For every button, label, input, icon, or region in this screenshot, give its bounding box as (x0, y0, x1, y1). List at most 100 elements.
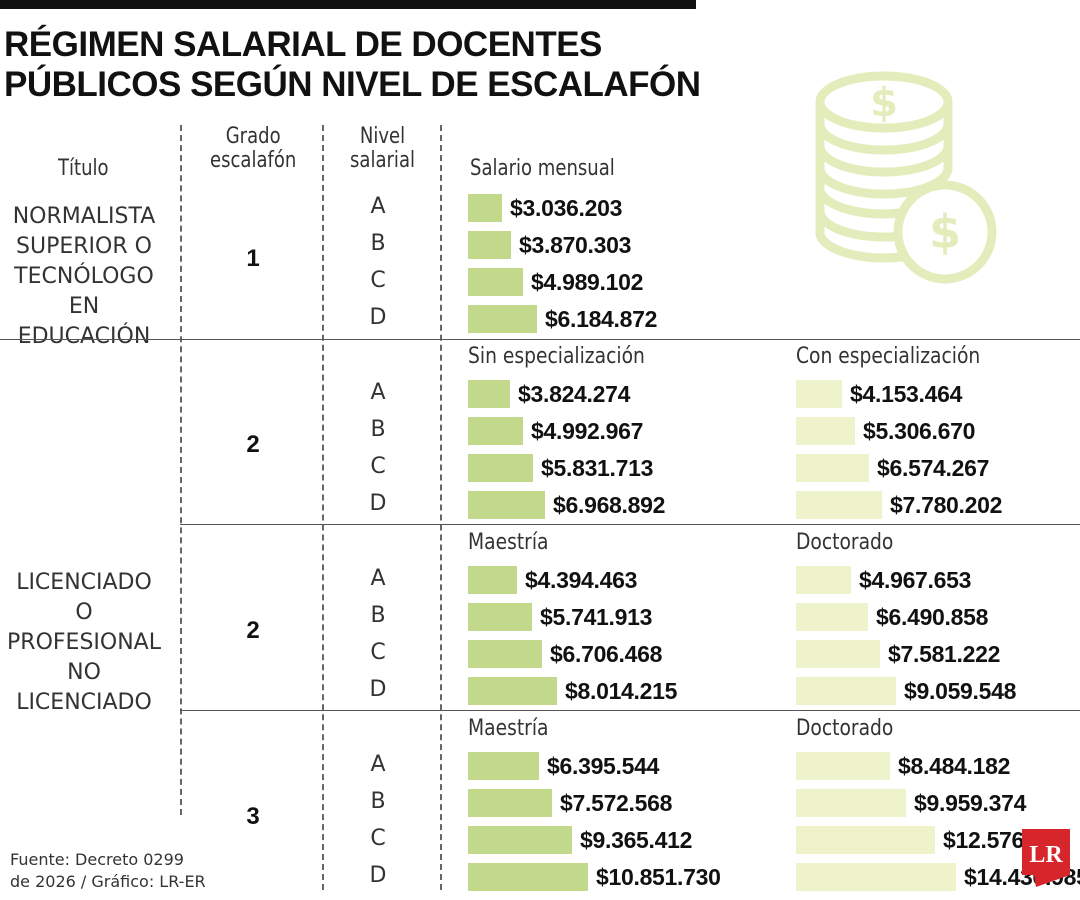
salary-value-label: $7.581.222 (888, 641, 1001, 667)
salary-value-label: $5.741.913 (540, 604, 653, 630)
lr-logo-icon: LR (1022, 829, 1070, 887)
salary-bar (468, 752, 539, 780)
nivel-label: A (370, 566, 386, 591)
salary-value-label: $4.394.463 (525, 567, 638, 593)
salary-bar (468, 491, 545, 519)
grado-value: 3 (246, 803, 260, 830)
series-label: Maestría (468, 530, 549, 555)
salary-value-label: $10.851.730 (596, 864, 721, 890)
svg-text:$: $ (929, 205, 961, 259)
divider-salario (440, 125, 442, 890)
salary-value-label: $7.780.202 (890, 492, 1003, 518)
salary-bar (468, 417, 523, 445)
salary-bar (468, 268, 523, 296)
source-note: Fuente: Decreto 0299 de 2026 / Gráfico: … (10, 850, 206, 891)
nivel-label: A (370, 752, 386, 777)
nivel-label: C (370, 268, 386, 293)
salary-value-label: $5.306.670 (863, 418, 976, 444)
series-label: Maestría (468, 716, 549, 741)
salary-bar (796, 640, 880, 668)
salary-bar (468, 231, 511, 259)
salary-value-label: $7.572.568 (560, 790, 673, 816)
logo-text: LR (1029, 842, 1063, 868)
series-label: Con especialización (796, 344, 981, 369)
salary-value-label: $3.870.303 (519, 232, 632, 258)
salary-value-label: $3.824.274 (518, 381, 631, 407)
salary-bar (796, 826, 935, 854)
salary-bar (468, 677, 557, 705)
nivel-label: D (369, 305, 387, 330)
salary-bar (796, 752, 890, 780)
header-grado: Grado escalafón (210, 124, 297, 173)
salary-value-label: $8.484.182 (898, 753, 1011, 779)
salary-value-label: $4.153.464 (850, 381, 963, 407)
salary-bar (468, 305, 537, 333)
header-nivel: Nivel salarial (350, 124, 416, 173)
divider-nivel (322, 125, 324, 890)
salary-bar (468, 789, 552, 817)
divider-grado (180, 125, 182, 815)
header-titulo: Título (58, 156, 109, 181)
salary-bar (468, 194, 502, 222)
coins-icon: $ $ (815, 71, 997, 284)
category-normalista: NORMALISTA SUPERIOR O TECNÓLOGO EN EDUCA… (12, 204, 156, 349)
nivel-label: B (370, 417, 386, 442)
nivel-label: C (370, 640, 386, 665)
category-licenciado: LICENCIADO O PROFESIONAL NO LICENCIADO (7, 570, 161, 715)
nivel-label: A (370, 194, 386, 219)
grado-value: 2 (246, 431, 260, 458)
grado-value: 2 (246, 617, 260, 644)
salary-bar (796, 380, 842, 408)
salary-bar (796, 454, 869, 482)
salary-bar (468, 380, 510, 408)
salary-value-label: $4.967.653 (859, 567, 972, 593)
salary-bar (796, 417, 855, 445)
nivel-label: B (370, 603, 386, 628)
top-rule (0, 0, 696, 9)
series-label: Sin especialización (468, 344, 645, 369)
nivel-label: C (370, 826, 386, 851)
salary-value-label: $6.574.267 (877, 455, 990, 481)
salary-value-label: $4.992.967 (531, 418, 644, 444)
salary-value-label: $6.395.544 (547, 753, 660, 779)
chart-title-line-2: PÚBLICOS SEGÚN NIVEL DE ESCALAFÓN (4, 65, 701, 104)
svg-text:$: $ (870, 80, 898, 126)
salary-value-label: $9.959.374 (914, 790, 1027, 816)
salary-bar (796, 863, 956, 891)
nivel-label: A (370, 380, 386, 405)
grado-value: 1 (246, 245, 260, 272)
salary-value-label: $6.706.468 (550, 641, 663, 667)
nivel-label: B (370, 789, 386, 814)
series-label: Doctorado (796, 716, 894, 741)
salary-value-label: $6.490.858 (876, 604, 989, 630)
salary-bar (468, 603, 532, 631)
salary-value-label: $5.831.713 (541, 455, 654, 481)
salary-value-label: $3.036.203 (510, 195, 623, 221)
separator-grado-3 (180, 710, 1080, 711)
chart-title-line-1: RÉGIMEN SALARIAL DE DOCENTES (4, 25, 602, 64)
salary-bar (796, 677, 896, 705)
salary-bar (468, 826, 572, 854)
nivel-label: D (369, 863, 387, 888)
salary-bar (796, 566, 851, 594)
separator-normalista (0, 339, 1080, 340)
nivel-label: D (369, 491, 387, 516)
salary-value-label: $6.184.872 (545, 306, 658, 332)
salary-value-label: $9.365.412 (580, 827, 693, 853)
nivel-label: C (370, 454, 386, 479)
salary-value-label: $4.989.102 (531, 269, 644, 295)
header-salario: Salario mensual (470, 156, 615, 181)
nivel-label: B (370, 231, 386, 256)
salary-bar (796, 603, 868, 631)
nivel-label: D (369, 677, 387, 702)
salary-bar (468, 454, 533, 482)
salary-value-label: $8.014.215 (565, 678, 678, 704)
salary-bar (468, 566, 517, 594)
salary-value-label: $6.968.892 (553, 492, 666, 518)
series-label: Doctorado (796, 530, 894, 555)
salary-bar (468, 863, 588, 891)
salary-value-label: $9.059.548 (904, 678, 1017, 704)
salary-bar (796, 789, 906, 817)
salary-bar (796, 491, 882, 519)
separator-grado-2-maestria (180, 524, 1080, 525)
